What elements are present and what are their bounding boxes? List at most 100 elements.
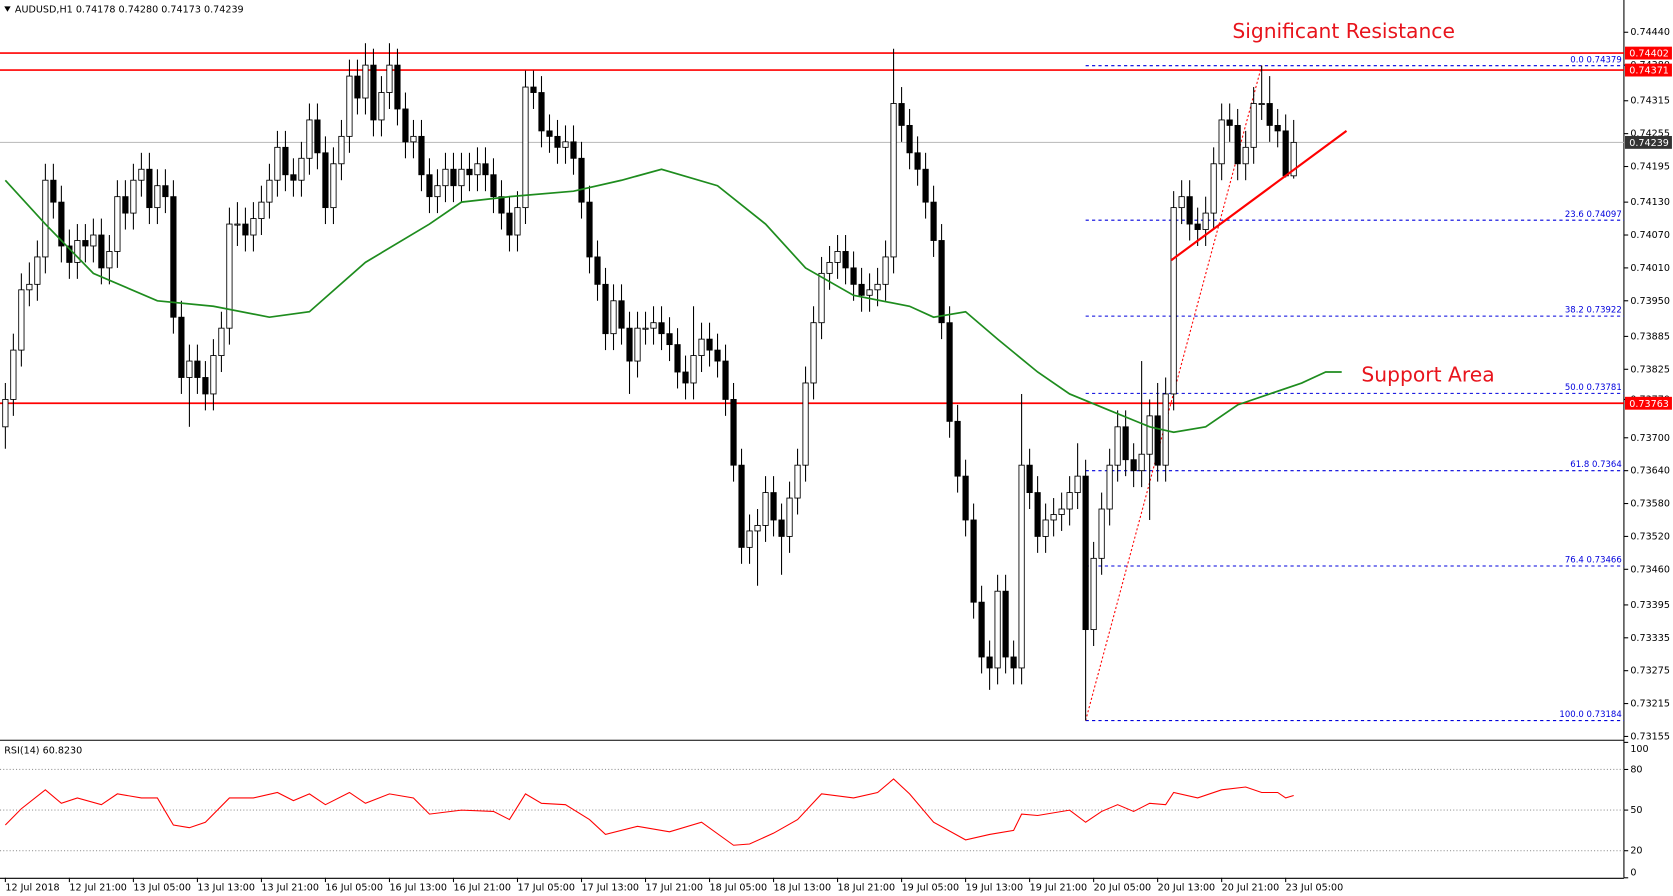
candle-body xyxy=(1250,103,1257,148)
candle-body xyxy=(770,492,777,521)
candle-body xyxy=(82,240,89,247)
candle-body xyxy=(42,179,49,258)
candle-body xyxy=(1002,590,1009,658)
candle-body xyxy=(274,146,281,181)
candle-body xyxy=(698,338,705,357)
candle-body xyxy=(410,135,417,143)
x-tick-label: 18 Jul 21:00 xyxy=(838,882,896,893)
chart-header: AUDUSD,H1 0.74178 0.74280 0.74173 0.7423… xyxy=(15,5,244,16)
candle-body xyxy=(858,283,865,296)
candle-body xyxy=(1274,124,1281,132)
candle-body xyxy=(666,333,673,346)
candle-body xyxy=(986,656,993,669)
fib-price: 0.73184 xyxy=(1587,710,1622,720)
candle-body xyxy=(266,179,273,203)
candle-body xyxy=(1018,464,1025,669)
candle-body xyxy=(1082,475,1089,631)
candle-body xyxy=(210,355,217,395)
annotation: Support Area xyxy=(1361,363,1494,387)
x-tick-label: 17 Jul 13:00 xyxy=(582,882,640,893)
candle-body xyxy=(66,245,73,263)
candle-body xyxy=(298,157,305,181)
candle-body xyxy=(1290,141,1297,177)
candle-body xyxy=(426,174,433,198)
candle-body xyxy=(618,300,625,329)
candle-body xyxy=(530,86,537,93)
candle-body xyxy=(178,316,185,378)
fib-price: 0.74097 xyxy=(1587,209,1622,219)
candle-body xyxy=(330,163,337,209)
price-box-label: 0.74402 xyxy=(1629,49,1669,60)
fib-price: 0.7364 xyxy=(1592,460,1622,470)
candle-body xyxy=(962,475,969,521)
candle-body xyxy=(922,168,929,203)
x-tick-label: 17 Jul 05:00 xyxy=(517,882,575,893)
candle-body xyxy=(850,267,857,285)
candle-body xyxy=(58,201,65,247)
candle-body xyxy=(1138,453,1145,472)
candle-body xyxy=(1258,103,1265,105)
candle-body xyxy=(146,168,153,209)
fib-price: 0.73922 xyxy=(1587,305,1622,315)
price-box xyxy=(1624,63,1672,77)
candle-body xyxy=(394,64,401,110)
x-tick-label: 12 Jul 2018 xyxy=(5,882,59,893)
candle-body xyxy=(226,223,233,329)
candle-body xyxy=(202,377,209,395)
candle-body xyxy=(626,327,633,362)
candle-body xyxy=(1186,196,1193,225)
candle-body xyxy=(1074,475,1081,494)
candle-body xyxy=(818,272,825,324)
candle-body xyxy=(122,196,129,214)
candle-body xyxy=(482,163,489,176)
candle-body xyxy=(338,135,345,165)
candle-body xyxy=(1154,415,1161,466)
fib-level: 50.0 xyxy=(1565,382,1584,392)
fib-level: 61.8 xyxy=(1570,460,1589,470)
y-tick-label: 0.73640 xyxy=(1630,466,1670,477)
y-tick-label: 0.73215 xyxy=(1630,699,1670,710)
candle-body xyxy=(26,283,33,291)
candle-body xyxy=(418,135,425,176)
candle-body xyxy=(890,103,897,258)
x-tick-label: 12 Jul 21:00 xyxy=(69,882,127,893)
candle-body xyxy=(994,590,1001,669)
x-tick-label: 13 Jul 13:00 xyxy=(197,882,255,893)
candle-body xyxy=(946,322,953,422)
candle-body xyxy=(1146,415,1153,455)
candle-body xyxy=(506,212,513,236)
candle-body xyxy=(546,130,553,137)
candle-body xyxy=(594,256,601,285)
candle-body xyxy=(634,327,641,362)
candle-body xyxy=(450,168,457,187)
candle-body xyxy=(930,201,937,241)
candle-body xyxy=(1042,519,1049,537)
candle-body xyxy=(34,256,41,285)
candle-body xyxy=(570,141,577,159)
x-tick-label: 16 Jul 13:00 xyxy=(389,882,447,893)
candle-body xyxy=(1114,426,1121,466)
x-tick-label: 19 Jul 05:00 xyxy=(902,882,960,893)
x-tick-label: 13 Jul 21:00 xyxy=(261,882,319,893)
x-tick-label: 16 Jul 21:00 xyxy=(453,882,511,893)
candle-body xyxy=(370,64,377,121)
candle-body xyxy=(778,519,785,537)
candle-body xyxy=(1090,557,1097,631)
rsi-title: RSI(14) 60.8230 xyxy=(4,745,82,756)
y-tick-label: 0.74070 xyxy=(1630,230,1670,241)
fib-level-label: 23.6 0.74097 xyxy=(1565,209,1622,219)
candle-body xyxy=(434,185,441,198)
candle-body xyxy=(914,152,921,170)
candle-body xyxy=(1226,119,1233,126)
candle-body xyxy=(978,601,985,658)
x-tick-label: 23 Jul 05:00 xyxy=(1286,882,1344,893)
fib-level: 23.6 xyxy=(1565,209,1584,219)
candle-body xyxy=(898,103,905,126)
y-tick-label: 0.74255 xyxy=(1630,129,1670,140)
fib-price: 0.73466 xyxy=(1587,555,1622,565)
candle-body xyxy=(258,201,265,220)
rsi-line xyxy=(4,778,1294,846)
candle-body xyxy=(970,519,977,603)
rsi-y-tick-label: 80 xyxy=(1630,764,1642,775)
